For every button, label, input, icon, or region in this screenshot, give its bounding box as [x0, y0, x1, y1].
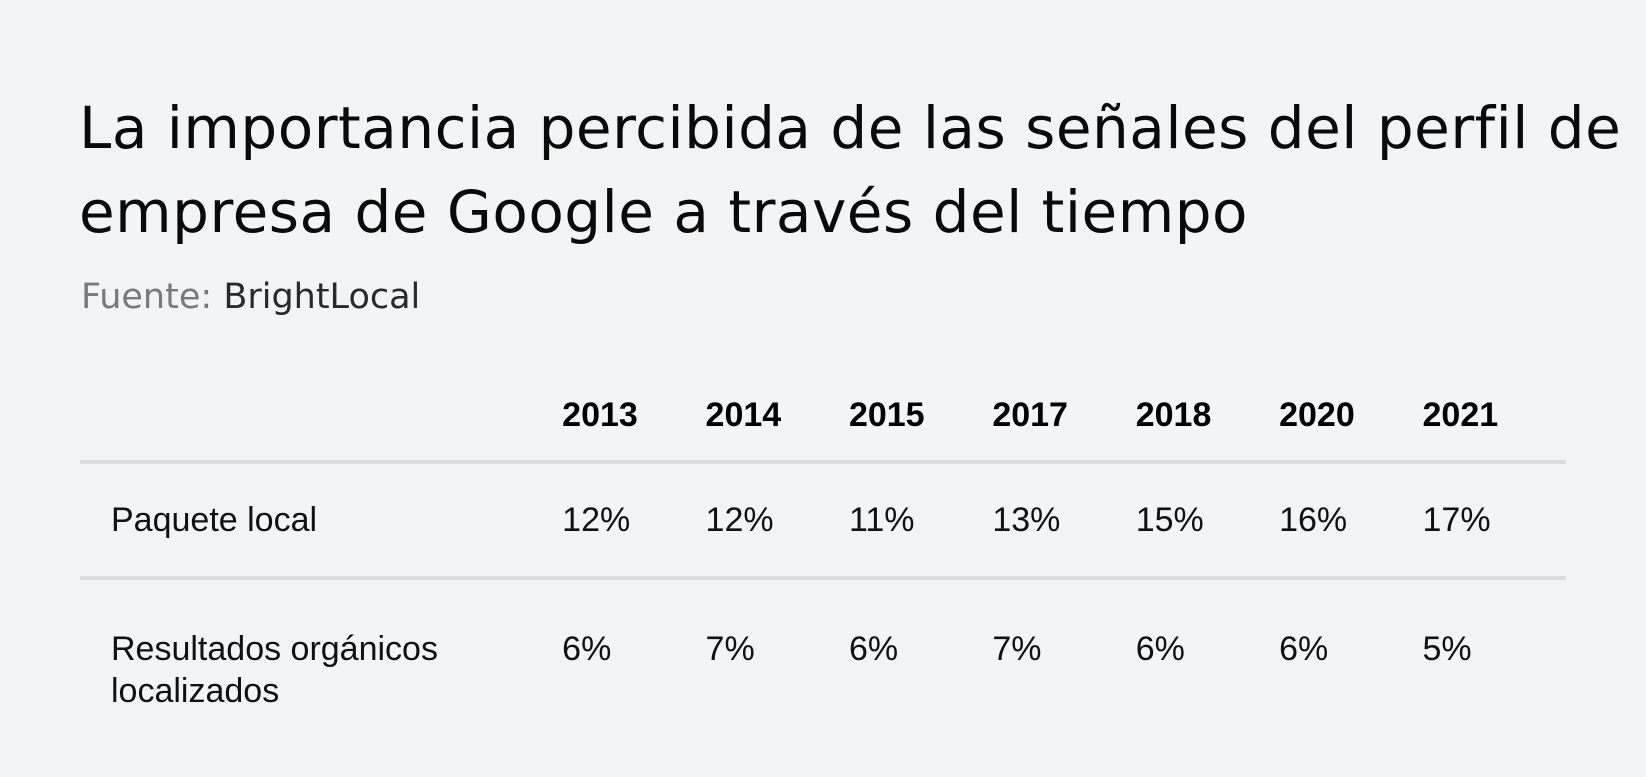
- value-cell: 7%: [705, 630, 755, 668]
- page-title: La importancia percibida de las señales …: [79, 94, 1622, 246]
- value-cell: 6%: [562, 630, 612, 668]
- row-label-cell: Resultados orgánicos localizados: [80, 578, 562, 712]
- value-cell: 12%: [562, 462, 706, 580]
- header-year-2013: 2013: [562, 370, 706, 464]
- value-cell: 16%: [1279, 462, 1423, 580]
- value-cell: 17%: [1422, 462, 1566, 580]
- value-cell: 6%: [1135, 630, 1185, 668]
- row-label: Paquete local: [111, 500, 318, 539]
- row-label: Resultados orgánicos localizados: [111, 630, 438, 710]
- header-year-2020: 2020: [1279, 370, 1423, 464]
- source-line: Fuente: BrightLocal: [81, 274, 420, 320]
- value-cell: 6%: [1279, 630, 1329, 668]
- table-row: Resultados orgánicos localizados 6% 7% 6…: [80, 578, 1566, 712]
- row-label-cell: Paquete local: [80, 462, 563, 580]
- value-cell: 12%: [705, 462, 849, 580]
- value-cell: 15%: [1135, 462, 1280, 580]
- source-name: BrightLocal: [223, 277, 421, 317]
- value-cell: 6%: [848, 630, 899, 668]
- table-row: Paquete local 12% 12% 11% 13% 15% 16% 17…: [80, 462, 1566, 580]
- value-cell: 7%: [992, 630, 1042, 668]
- data-table: 2013 2014 2015 2017 2018 2020 2021 Paque…: [80, 370, 1566, 712]
- value-cell: 5%: [1422, 630, 1472, 668]
- header-row: 2013 2014 2015 2017 2018 2020 2021: [80, 370, 1566, 464]
- header-year-2014: 2014: [705, 370, 849, 464]
- header-label-col: [80, 370, 563, 464]
- source-label: Fuente:: [81, 277, 213, 317]
- header-year-2021: 2021: [1422, 370, 1566, 464]
- value-cell: 11%: [848, 462, 993, 580]
- header-year-2015: 2015: [848, 370, 993, 464]
- header-year-2018: 2018: [1135, 370, 1280, 464]
- header-year-2017: 2017: [992, 370, 1136, 464]
- value-cell: 13%: [992, 462, 1136, 580]
